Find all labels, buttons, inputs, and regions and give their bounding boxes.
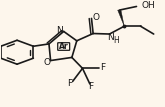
Text: Ar: Ar	[59, 42, 68, 51]
Text: N: N	[107, 33, 114, 42]
Text: F: F	[88, 82, 93, 91]
Text: H: H	[113, 36, 119, 45]
Polygon shape	[118, 10, 124, 26]
FancyBboxPatch shape	[58, 43, 70, 50]
Text: F: F	[67, 79, 72, 88]
Text: OH: OH	[141, 1, 155, 10]
Text: N: N	[56, 26, 63, 35]
Text: O: O	[44, 58, 51, 67]
Text: O: O	[93, 13, 100, 22]
Text: F: F	[100, 63, 105, 72]
